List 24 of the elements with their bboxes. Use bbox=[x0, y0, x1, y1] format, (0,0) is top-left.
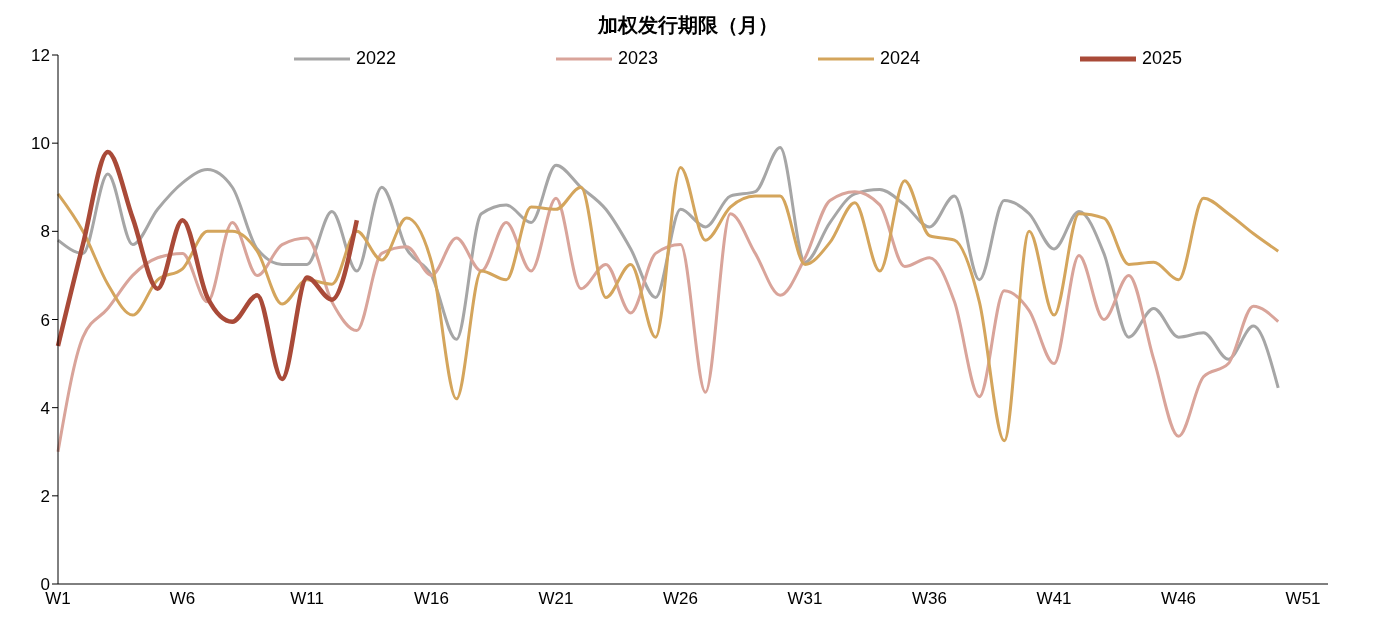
line-series bbox=[55, 149, 360, 382]
x-tick-label: W31 bbox=[787, 589, 823, 609]
chart-title: 加权发行期限（月） bbox=[597, 12, 779, 39]
x-tick-label: W26 bbox=[663, 589, 699, 609]
y-tick-label: 6 bbox=[40, 310, 50, 330]
x-tick-label: W21 bbox=[538, 589, 574, 609]
x-tick-label: W6 bbox=[169, 589, 196, 609]
y-tick-label: 8 bbox=[40, 222, 50, 242]
x-tick-label: W11 bbox=[290, 589, 324, 609]
legend-label: 2023 bbox=[617, 48, 658, 69]
x-tick-label: W16 bbox=[414, 589, 450, 609]
y-tick-label: 4 bbox=[40, 398, 50, 418]
x-tick-label: W51 bbox=[1285, 589, 1321, 609]
legend-label: 2022 bbox=[355, 48, 396, 69]
legend-label: 2024 bbox=[880, 48, 921, 69]
line-series bbox=[56, 146, 1280, 390]
x-tick-label: W1 bbox=[45, 589, 71, 609]
legend-label: 2025 bbox=[1142, 48, 1183, 69]
x-tick-label: W41 bbox=[1036, 589, 1072, 609]
y-tick-label: 10 bbox=[31, 134, 50, 154]
y-tick-label: 2 bbox=[40, 486, 50, 506]
y-tick-label: 12 bbox=[31, 46, 50, 66]
x-tick-label: W36 bbox=[912, 589, 948, 609]
x-tick-label: W46 bbox=[1161, 589, 1197, 609]
